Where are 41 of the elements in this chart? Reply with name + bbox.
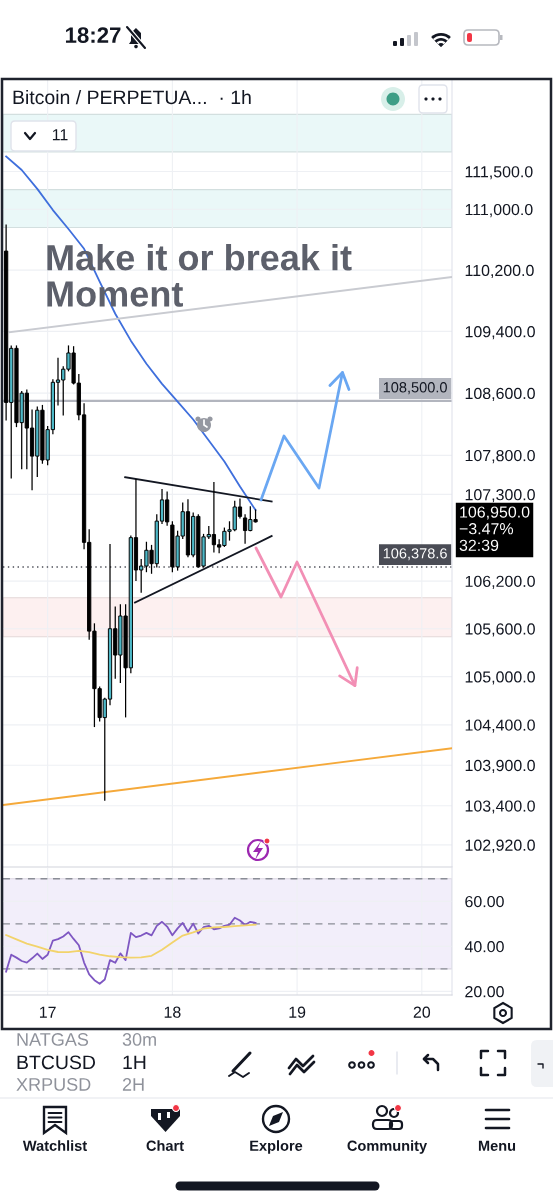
y-tick-label: 105,600.0	[465, 623, 535, 637]
text: NATGAS	[17, 1033, 89, 1046]
y-tick-label: 109,400.0	[465, 326, 535, 340]
text: XRPUSD	[16, 1078, 91, 1091]
ref-line-label: 108,500.0	[383, 382, 447, 395]
x-tick-label: 20	[413, 1006, 431, 1018]
y-tick-label: 105,000.0	[465, 671, 535, 685]
text: Explore	[250, 1140, 303, 1154]
y-tick-label: 40.00	[464, 941, 504, 953]
y-tick-label: 111,000.0	[465, 203, 533, 218]
line-series	[5, 923, 257, 959]
candlestick	[211, 482, 217, 553]
text: Chart	[146, 1140, 184, 1151]
y-tick-label: 108,600.0	[465, 387, 535, 401]
text: Menu	[478, 1140, 516, 1151]
text: BTCUSD	[17, 1055, 96, 1070]
x-tick-label: 19	[289, 1006, 306, 1018]
y-tick-label: 110,200.0	[465, 264, 534, 278]
y-tick-label: 103,900.0	[465, 759, 535, 774]
chart-title: Bitcoin / PERPETUA... · 1h	[13, 89, 251, 105]
line-series	[5, 916, 257, 985]
y-tick-label: 104,400.0	[465, 719, 535, 733]
text: 1H	[123, 1055, 146, 1070]
annotation: 11	[52, 129, 68, 141]
y-tick-label: 111,500.0	[465, 166, 533, 180]
x-tick-label: 17	[39, 1006, 56, 1018]
text: 106,950.0 −3.47% 32:39	[459, 506, 530, 551]
y-tick-label: 102,920.0	[465, 839, 535, 853]
y-tick-label: 107,800.0	[465, 449, 535, 464]
text: Community	[347, 1140, 428, 1154]
y-tick-label: 20.00	[465, 986, 504, 998]
ref-line-label: 106,378.6	[383, 548, 447, 561]
y-tick-label: 60.00	[465, 895, 504, 908]
y-tick-label: 106,200.0	[465, 575, 535, 589]
text: Watchlist	[22, 1140, 87, 1151]
y-tick-label: 103,400.0	[465, 800, 535, 814]
text: 2H	[122, 1078, 144, 1091]
text: 30m	[122, 1033, 156, 1046]
text: 18:27	[65, 27, 121, 43]
x-tick-label: 18	[164, 1006, 181, 1018]
y-tick-label: 107,300.0	[465, 489, 535, 503]
